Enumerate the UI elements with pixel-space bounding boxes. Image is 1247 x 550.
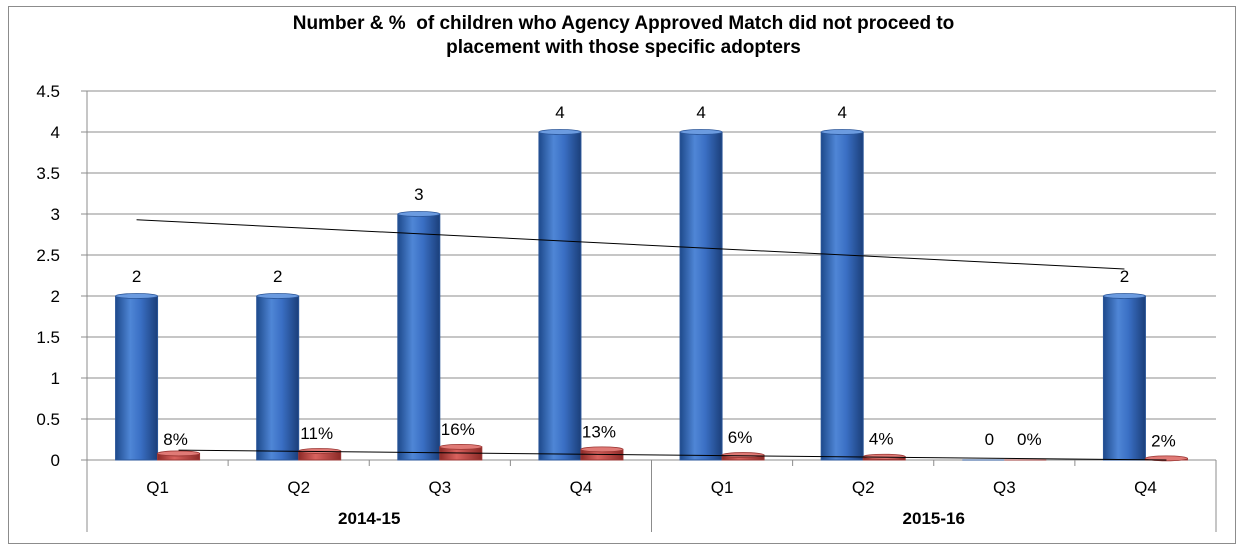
count-bar [679,131,723,461]
percent-data-label: 2% [1151,431,1176,450]
count-bar-top [1103,293,1146,299]
group-label: 2015-16 [903,509,965,528]
count-bar-top [256,293,300,299]
x-tick-label: Q2 [852,478,875,497]
y-tick-label: 1 [51,369,60,388]
x-tick-label: Q3 [993,478,1016,497]
y-tick-label: 0.5 [36,410,60,429]
chart-title-line-2: placement with those specific adopters [446,37,801,58]
percent-data-label: 4% [869,430,894,449]
count-bar [1102,295,1146,461]
percent-bar-top [439,443,483,450]
percent-data-label: 13% [582,422,616,441]
chart-title-line-1: Number & % of children who Agency Approv… [292,13,955,34]
count-bar-top [538,129,582,135]
x-tick-label: Q3 [428,478,451,497]
trendline [178,449,1167,461]
x-tick-label: Q4 [570,478,593,497]
axes [81,90,1217,532]
count-bar-top [115,293,158,299]
y-tick-label: 4.5 [36,82,60,101]
y-tick-label: 2 [51,287,60,306]
percent-data-label: 0% [1017,430,1042,449]
count-bar-top [397,211,441,217]
count-bar [820,131,864,461]
y-tick-label: 4 [51,123,60,142]
count-bar [256,295,300,461]
count-data-label: 2 [273,267,282,286]
count-bar [115,295,159,461]
x-tick-label: Q1 [711,478,734,497]
count-data-label: 0 [985,430,994,449]
count-data-label: 4 [555,103,564,122]
x-tick-label: Q2 [287,478,310,497]
trendline [136,219,1125,270]
y-tick-label: 3 [51,205,60,224]
count-data-label: 2 [132,267,141,286]
count-bar-top [820,129,864,135]
count-bar-top [679,129,723,135]
y-tick-label: 2.5 [36,246,60,265]
bars [115,129,1188,462]
percent-data-label: 11% [300,424,333,443]
count-data-label: 3 [414,185,423,204]
count-data-label: 2 [1120,267,1129,286]
percent-data-label: 16% [441,420,475,439]
x-tick-label: Q1 [146,478,169,497]
percent-bar-top [580,446,624,453]
percent-data-label: 6% [728,428,753,447]
y-tick-label: 0 [51,451,60,470]
group-label: 2014-15 [338,509,400,528]
chart-title: Number & % of children who Agency Approv… [0,12,1247,60]
percent-data-label: 8% [163,430,188,449]
y-tick-label: 1.5 [36,328,60,347]
count-data-label: 4 [837,103,846,122]
count-data-label: 4 [696,103,705,122]
percent-bar-top [157,450,200,457]
labels: 0 0.5 1 1.5 2 2.5 3 3.5 4 4.5 Q1 Q2 Q3 Q4 Q1 Q2 Q3 Q4 2014… [36,82,1175,528]
x-tick-label: Q4 [1134,478,1157,497]
percent-bar-top [721,452,765,458]
y-tick-label: 3.5 [36,164,60,183]
count-bar [538,131,582,461]
count-bar [397,213,441,461]
trendlines [136,219,1167,461]
